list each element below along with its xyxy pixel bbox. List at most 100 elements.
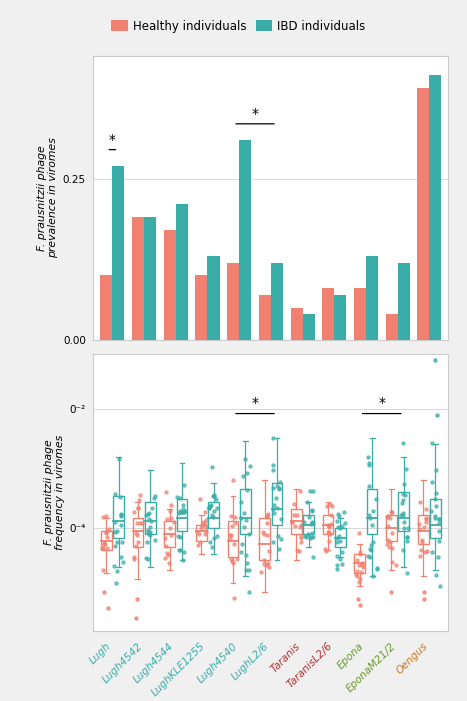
Point: [334, 509, 341, 520]
Point: [373, 564, 380, 575]
Point: [301, 531, 308, 542]
Point: [132, 540, 139, 552]
Point: [387, 587, 395, 598]
Point: [297, 533, 304, 544]
Bar: [176, 205, 188, 340]
Bar: [144, 217, 156, 340]
Point: [328, 501, 336, 512]
Point: [323, 500, 331, 511]
Point: [263, 511, 271, 522]
Point: [99, 512, 106, 523]
Bar: [386, 515, 397, 540]
Point: [134, 530, 141, 541]
Point: [111, 526, 119, 537]
Point: [245, 564, 253, 576]
Point: [100, 537, 108, 548]
Point: [166, 505, 173, 517]
Point: [103, 526, 110, 538]
Point: [291, 520, 299, 531]
Point: [176, 493, 184, 504]
Bar: [354, 288, 366, 340]
Point: [367, 544, 374, 555]
Point: [415, 519, 423, 530]
Point: [135, 494, 143, 505]
Point: [295, 545, 302, 557]
Bar: [259, 518, 270, 560]
Point: [416, 551, 424, 562]
Point: [162, 533, 169, 544]
Point: [334, 522, 342, 533]
Point: [297, 536, 304, 547]
Point: [333, 515, 340, 526]
Point: [336, 553, 344, 564]
Point: [133, 527, 140, 538]
Point: [399, 545, 407, 556]
Point: [180, 554, 187, 565]
Point: [144, 524, 152, 536]
Point: [227, 554, 234, 565]
Point: [239, 538, 246, 550]
Point: [202, 529, 209, 540]
Point: [418, 535, 425, 546]
Point: [238, 496, 245, 508]
Point: [111, 540, 119, 551]
Point: [177, 545, 184, 556]
Point: [147, 522, 154, 533]
Point: [101, 539, 109, 550]
Point: [176, 505, 184, 516]
Bar: [291, 508, 302, 534]
Point: [431, 512, 439, 524]
Point: [398, 498, 406, 509]
Point: [399, 494, 406, 505]
Point: [105, 603, 112, 614]
Point: [211, 532, 218, 543]
Point: [325, 521, 333, 532]
Point: [145, 554, 152, 565]
Point: [325, 519, 332, 530]
Point: [432, 494, 439, 505]
Point: [436, 580, 444, 592]
Point: [385, 541, 393, 552]
Point: [196, 536, 203, 547]
Point: [384, 510, 392, 522]
Point: [148, 516, 155, 527]
Bar: [323, 515, 333, 534]
Point: [138, 517, 145, 529]
Point: [212, 493, 220, 504]
Point: [207, 499, 215, 510]
Point: [232, 511, 239, 522]
Point: [431, 355, 439, 366]
Point: [388, 557, 396, 568]
Point: [99, 565, 107, 576]
Point: [325, 526, 332, 537]
Point: [423, 503, 430, 515]
Bar: [335, 528, 346, 547]
Point: [117, 510, 124, 522]
Point: [403, 464, 410, 475]
Point: [130, 507, 137, 518]
Point: [104, 531, 111, 543]
Point: [102, 511, 110, 522]
Point: [167, 522, 174, 533]
Point: [436, 514, 443, 525]
Point: [435, 513, 442, 524]
Point: [112, 577, 120, 588]
Point: [276, 483, 283, 494]
Point: [180, 506, 188, 517]
Point: [397, 509, 405, 520]
Point: [147, 526, 154, 537]
Point: [174, 491, 181, 503]
Point: [308, 527, 316, 538]
Point: [325, 522, 333, 533]
Point: [356, 573, 363, 585]
Point: [180, 506, 187, 517]
Point: [297, 519, 304, 531]
Point: [278, 533, 285, 544]
Point: [103, 543, 111, 554]
Point: [147, 529, 154, 540]
Point: [404, 522, 411, 533]
Point: [270, 508, 277, 519]
Bar: [207, 256, 219, 340]
Point: [388, 507, 395, 518]
Point: [335, 531, 343, 542]
